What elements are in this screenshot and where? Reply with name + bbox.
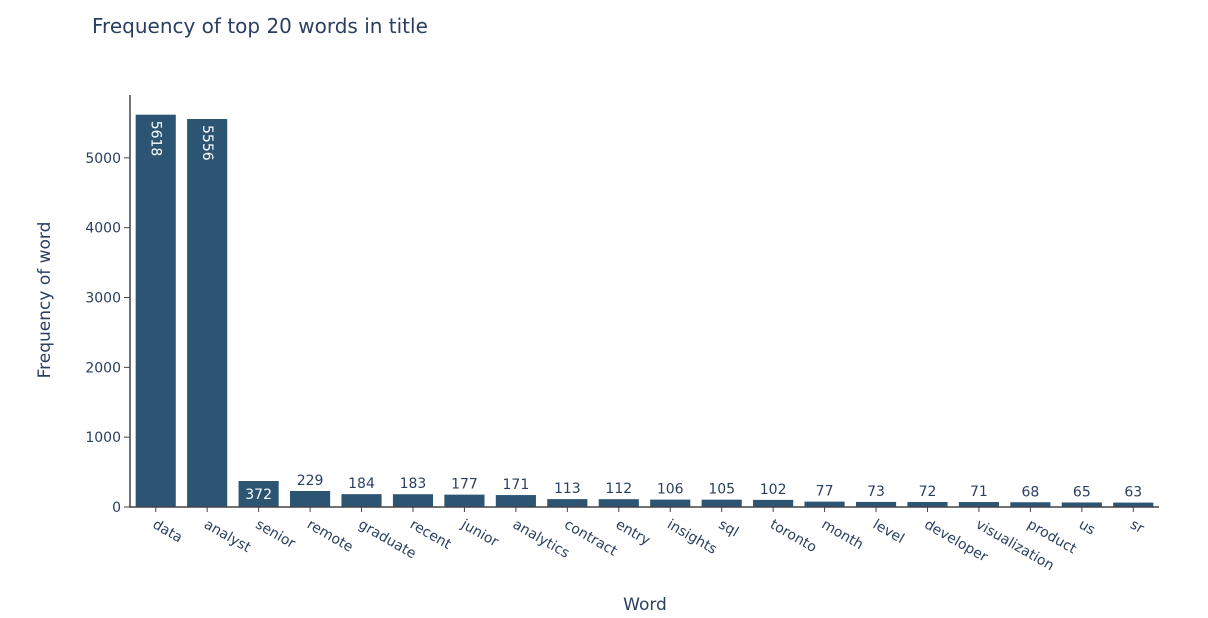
bar-insights [650,499,691,507]
bar-value-label: 102 [760,482,787,498]
bar-recent [392,494,434,507]
bar-analyst [187,119,228,508]
y-tick-label: 2000 [85,360,121,376]
y-axis-title: Frequency of word [35,222,55,379]
bar-data [135,114,176,507]
bar-sr [1113,502,1154,507]
x-tick-label: data [150,517,185,547]
bar-visualization [958,502,999,507]
x-tick-label: contract [561,517,620,560]
x-tick-label: month [819,517,866,554]
bar-value-label: 177 [451,477,478,493]
bar-value-label: 72 [919,484,937,500]
x-tick-label: toronto [767,517,819,556]
y-tick-label: 1000 [85,430,121,446]
x-tick-label: insights [664,517,719,558]
bar-value-label: 65 [1073,484,1091,500]
bar-value-label: 68 [1021,484,1039,500]
bar-remote [290,491,331,507]
bar-senior [238,481,279,507]
x-tick-label: sr [1127,517,1147,538]
x-tick-label: senior [253,517,298,552]
x-tick-label: graduate [356,517,419,563]
x-tick-label: analytics [510,517,572,562]
x-tick-label: analyst [201,517,254,557]
bars-layer: 5618 5556 372 229 184 183 177 171 113 112 106 105 10… [135,114,1154,508]
bar-value-label: 372 [245,487,272,503]
bar-value-label: 5556 [199,125,215,161]
bar-value-label: 73 [867,484,885,500]
bar-analytics [495,495,536,507]
y-tick-label: 0 [112,500,121,516]
x-tick-label: us [1076,517,1098,539]
bar-month [804,501,845,507]
bar-entry [598,499,639,507]
bar-value-label: 77 [816,484,834,500]
chart-title: Frequency of top 20 words in title [92,14,428,38]
bar-junior [444,494,485,507]
bar-contract [547,499,588,507]
bar-value-label: 229 [297,473,324,489]
y-tick-label: 4000 [85,221,121,237]
bar-value-label: 113 [554,481,581,497]
bar-graduate [341,494,382,507]
y-tick-label: 5000 [85,151,121,167]
bar-product [1010,502,1051,507]
bar-level [855,501,897,507]
bar-value-label: 106 [657,482,684,498]
y-axis-ticks: 0 1000 2000 3000 4000 5000 [85,151,130,516]
bar-sql [701,499,742,507]
x-tick-label: level [870,517,907,548]
bar-value-label: 171 [503,477,530,493]
bar-value-label: 105 [708,482,735,498]
bar-value-label: 71 [970,484,988,500]
x-tick-label: sql [716,517,741,541]
bar-value-label: 5618 [148,121,164,157]
bar-value-label: 184 [348,476,375,492]
bar-developer [907,501,948,507]
bar-value-label: 112 [605,481,632,497]
bar-value-label: 63 [1124,485,1142,501]
y-tick-label: 3000 [85,291,121,307]
bar-value-label: 183 [400,476,427,492]
x-tick-label: junior [458,516,502,550]
x-axis-title: Word [623,595,667,615]
bar-us [1061,502,1102,507]
x-tick-label: remote [304,517,356,556]
bar-toronto [753,499,794,507]
